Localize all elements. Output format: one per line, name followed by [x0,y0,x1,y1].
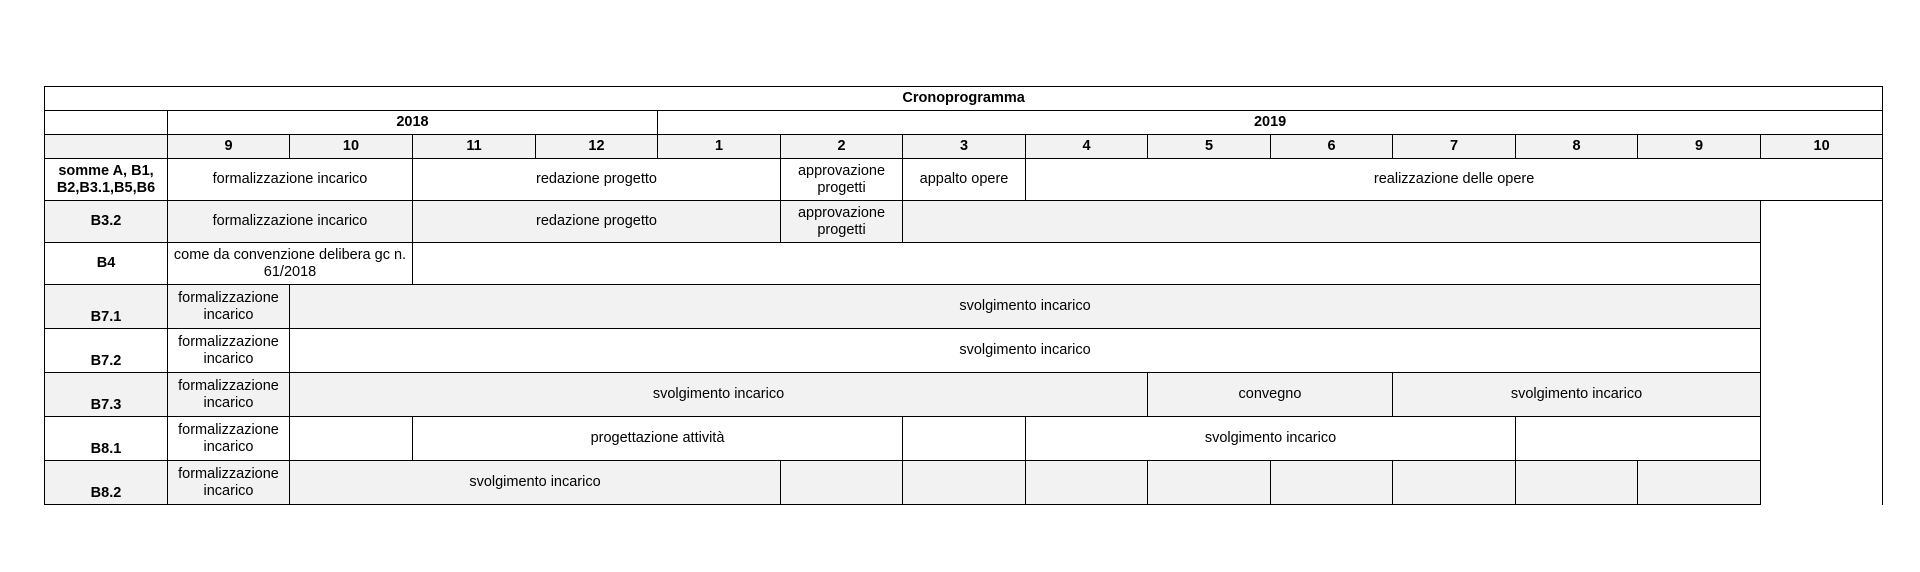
table-row: somme A, B1, B2,B3.1,B5,B6 formalizzazio… [44,158,1884,201]
activity-cell: svolgimento incarico [289,328,1761,373]
year-row: 2018 2019 [44,110,1884,135]
row-label: B7.1 [44,284,168,329]
activity-cell: progettazione attività [412,416,903,461]
year-row-corner [44,110,168,135]
table-row: B8.2 formalizzazione incarico svolgiment… [44,460,1883,505]
activity-cell: svolgimento incarico [289,372,1148,417]
activity-cell: formalizzazione incarico [167,200,413,243]
month-row-corner [44,134,168,159]
activity-cell [1025,460,1148,505]
activity-cell [1147,460,1271,505]
activity-cell: approvazione progetti [780,158,903,201]
activity-cell: svolgimento incarico [289,284,1761,329]
activity-cell: svolgimento incarico [1025,416,1516,461]
table-row: B8.1 formalizzazione incarico progettazi… [44,416,1883,461]
month-header: 9 [1637,134,1761,159]
row-label: somme A, B1, B2,B3.1,B5,B6 [44,158,168,201]
row-label: B7.3 [44,372,168,417]
activity-cell [1637,460,1761,505]
table-row: B4 come da convenzione delibera gc n. 61… [44,242,1883,285]
activity-cell: redazione progetto [412,158,781,201]
row-label: B8.2 [44,460,168,505]
activity-cell [902,416,1026,461]
table-row: B7.1 formalizzazione incarico svolgiment… [44,284,1883,329]
month-header: 4 [1025,134,1148,159]
activity-cell: come da convenzione delibera gc n. 61/20… [167,242,413,285]
activity-cell: formalizzazione incarico [167,460,290,505]
activity-cell: svolgimento incarico [1392,372,1761,417]
month-header: 5 [1147,134,1271,159]
month-header: 7 [1392,134,1516,159]
month-header: 10 [1759,134,1884,159]
month-header: 2 [780,134,903,159]
month-header: 12 [535,134,658,159]
activity-cell [1515,460,1638,505]
activity-cell: formalizzazione incarico [167,158,413,201]
row-label: B8.1 [44,416,168,461]
activity-cell: formalizzazione incarico [167,416,290,461]
table-row: B7.3 formalizzazione incarico svolgiment… [44,372,1883,417]
activity-cell: convegno [1147,372,1393,417]
month-header: 3 [902,134,1026,159]
row-label: B3.2 [44,200,168,243]
activity-cell: realizzazione delle opere [1024,158,1884,201]
month-header: 10 [289,134,413,159]
month-header: 6 [1270,134,1393,159]
activity-cell: appalto opere [902,158,1026,201]
activity-cell: formalizzazione incarico [167,372,290,417]
activity-cell [412,242,1761,285]
cronoprogramma-table: Cronoprogramma 2018 2019 9 10 11 12 1 2 … [43,86,1884,505]
activity-cell [902,460,1026,505]
activity-cell: svolgimento incarico [289,460,781,505]
month-header: 11 [412,134,536,159]
table-title: Cronoprogramma [43,86,1884,111]
month-header: 1 [657,134,781,159]
month-row: 9 10 11 12 1 2 3 4 5 6 7 8 9 10 [44,134,1884,159]
year-2019: 2019 [656,110,1884,135]
row-label: B4 [44,242,168,285]
table-row: B7.2 formalizzazione incarico svolgiment… [44,328,1883,373]
year-2018: 2018 [167,110,658,135]
activity-cell: formalizzazione incarico [167,284,290,329]
activity-cell [289,416,413,461]
activity-cell [1392,460,1516,505]
month-header: 9 [167,134,290,159]
activity-cell [1515,416,1761,461]
title-row: Cronoprogramma [43,86,1884,111]
activity-cell: approvazione progetti [780,200,903,243]
activity-cell: redazione progetto [412,200,781,243]
activity-cell [902,200,1761,243]
row-label: B7.2 [44,328,168,373]
table-row: B3.2 formalizzazione incarico redazione … [44,200,1883,243]
activity-cell [780,460,903,505]
activity-cell: formalizzazione incarico [167,328,290,373]
month-header: 8 [1515,134,1638,159]
activity-cell [1270,460,1393,505]
